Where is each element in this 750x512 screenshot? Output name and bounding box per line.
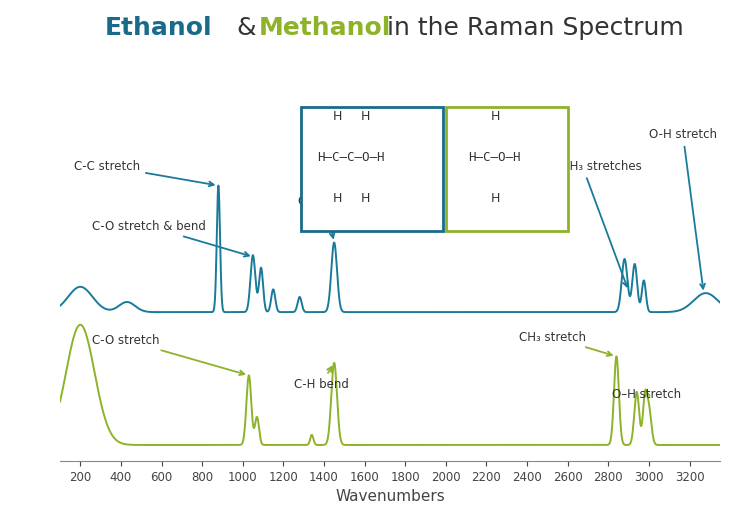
FancyBboxPatch shape [301, 106, 442, 231]
Text: CH₃ stretch: CH₃ stretch [519, 331, 612, 356]
Text: O-H stretch: O-H stretch [649, 128, 717, 289]
Text: C-H bend: C-H bend [293, 367, 349, 391]
Text: H: H [332, 110, 342, 123]
Text: C-O stretch & bend: C-O stretch & bend [92, 220, 249, 257]
Text: H: H [332, 191, 342, 205]
Text: C-C stretch: C-C stretch [74, 160, 214, 186]
Text: CH₂ & CH₃ stretches: CH₂ & CH₃ stretches [523, 160, 642, 287]
Text: &: & [229, 16, 264, 40]
Text: H: H [361, 110, 370, 123]
Text: C-O stretch: C-O stretch [92, 334, 244, 375]
Text: H: H [361, 191, 370, 205]
Text: Methanol: Methanol [259, 16, 392, 40]
Text: H–C–C–O–H: H–C–C–O–H [317, 151, 385, 164]
Text: in the Raman Spectrum: in the Raman Spectrum [379, 16, 683, 40]
Text: H: H [491, 191, 500, 205]
X-axis label: Wavenumbers: Wavenumbers [335, 489, 445, 504]
Text: H–C–O–H: H–C–O–H [468, 151, 520, 164]
Text: C-H bend: C-H bend [298, 195, 352, 238]
Text: O–H stretch: O–H stretch [612, 388, 682, 400]
Text: Ethanol: Ethanol [105, 16, 213, 40]
Text: H: H [491, 110, 500, 123]
FancyBboxPatch shape [446, 106, 568, 231]
